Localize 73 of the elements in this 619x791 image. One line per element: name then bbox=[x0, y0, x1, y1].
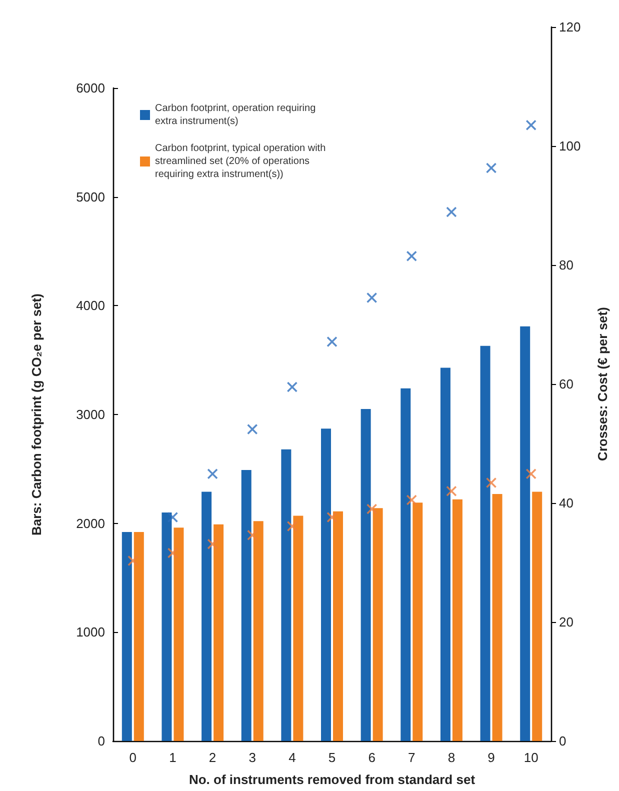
point bbox=[207, 468, 218, 480]
x-tick-label: 0 bbox=[129, 750, 137, 765]
y-tick-label: 2000 bbox=[76, 516, 105, 531]
bar bbox=[281, 449, 292, 741]
y2-tick-label: 120 bbox=[559, 20, 581, 34]
bar bbox=[480, 346, 490, 741]
point bbox=[128, 555, 138, 566]
bar bbox=[202, 492, 212, 741]
point bbox=[207, 538, 218, 550]
bar bbox=[321, 428, 331, 741]
y-tick-label: 5000 bbox=[76, 189, 105, 204]
x-tick-label: 10 bbox=[524, 750, 538, 765]
point bbox=[286, 382, 298, 392]
point bbox=[326, 336, 338, 348]
bar bbox=[293, 516, 304, 741]
point bbox=[167, 548, 178, 558]
y-axis-title: Bars: Carbon footprint (g CO₂e per set) bbox=[29, 294, 44, 536]
point bbox=[286, 520, 298, 532]
bar bbox=[532, 492, 542, 741]
bar bbox=[492, 494, 502, 741]
bar bbox=[174, 528, 184, 741]
y-tick-label: 1000 bbox=[76, 624, 105, 640]
point bbox=[366, 292, 378, 304]
bar bbox=[452, 499, 462, 741]
x-tick-label: 8 bbox=[448, 750, 456, 765]
point bbox=[486, 477, 497, 488]
x-tick-label: 6 bbox=[368, 750, 376, 765]
bar bbox=[122, 532, 132, 741]
bar bbox=[520, 326, 530, 741]
legend-label: Carbon footprint, operation requiring extra instrument(s) bbox=[155, 103, 318, 127]
bar bbox=[400, 388, 411, 741]
y2-tick-label: 80 bbox=[559, 258, 574, 272]
legend-label: Carbon footprint, typical operation with streamlined set (20% of operations requiring extra instrument(s)) bbox=[155, 143, 328, 180]
bar bbox=[134, 532, 144, 741]
bar bbox=[241, 470, 252, 741]
bar bbox=[372, 508, 383, 741]
bar bbox=[214, 524, 224, 741]
y-tick-label: 6000 bbox=[76, 80, 105, 96]
point bbox=[326, 512, 338, 523]
y2-tick-label: 40 bbox=[559, 496, 574, 510]
x-axis-title: No. of instruments removed from standard set bbox=[188, 772, 476, 787]
point bbox=[366, 504, 378, 514]
x-tick-label: 1 bbox=[169, 750, 176, 765]
x-tick-label: 3 bbox=[248, 750, 256, 765]
y2-tick-label: 100 bbox=[559, 138, 581, 154]
point bbox=[246, 530, 258, 541]
bar bbox=[440, 368, 450, 741]
y-tick-label: 0 bbox=[98, 734, 105, 748]
point bbox=[246, 424, 258, 435]
bar bbox=[412, 502, 423, 741]
y2-tick-label: 60 bbox=[559, 376, 574, 392]
y-tick-label: 3000 bbox=[76, 407, 105, 422]
point bbox=[406, 250, 418, 262]
point bbox=[406, 494, 418, 506]
x-tick-label: 9 bbox=[488, 750, 495, 765]
point bbox=[486, 162, 497, 174]
x-tick-label: 5 bbox=[328, 750, 336, 765]
point bbox=[446, 486, 457, 496]
x-tick-label: 2 bbox=[208, 750, 216, 765]
x-tick-label: 4 bbox=[288, 750, 296, 765]
point bbox=[526, 468, 536, 480]
bar bbox=[162, 512, 172, 741]
bar bbox=[333, 511, 343, 741]
point bbox=[526, 120, 536, 131]
point bbox=[167, 512, 178, 523]
bar bbox=[253, 521, 264, 741]
y-tick-label: 4000 bbox=[76, 298, 105, 314]
y2-tick-label: 20 bbox=[559, 614, 574, 630]
point bbox=[446, 206, 457, 218]
y2-tick-label: 0 bbox=[559, 734, 566, 748]
x-tick-label: 7 bbox=[408, 750, 416, 765]
y2-axis-title: Crosses: Cost (€ per set) bbox=[595, 307, 610, 461]
bar bbox=[360, 409, 371, 741]
